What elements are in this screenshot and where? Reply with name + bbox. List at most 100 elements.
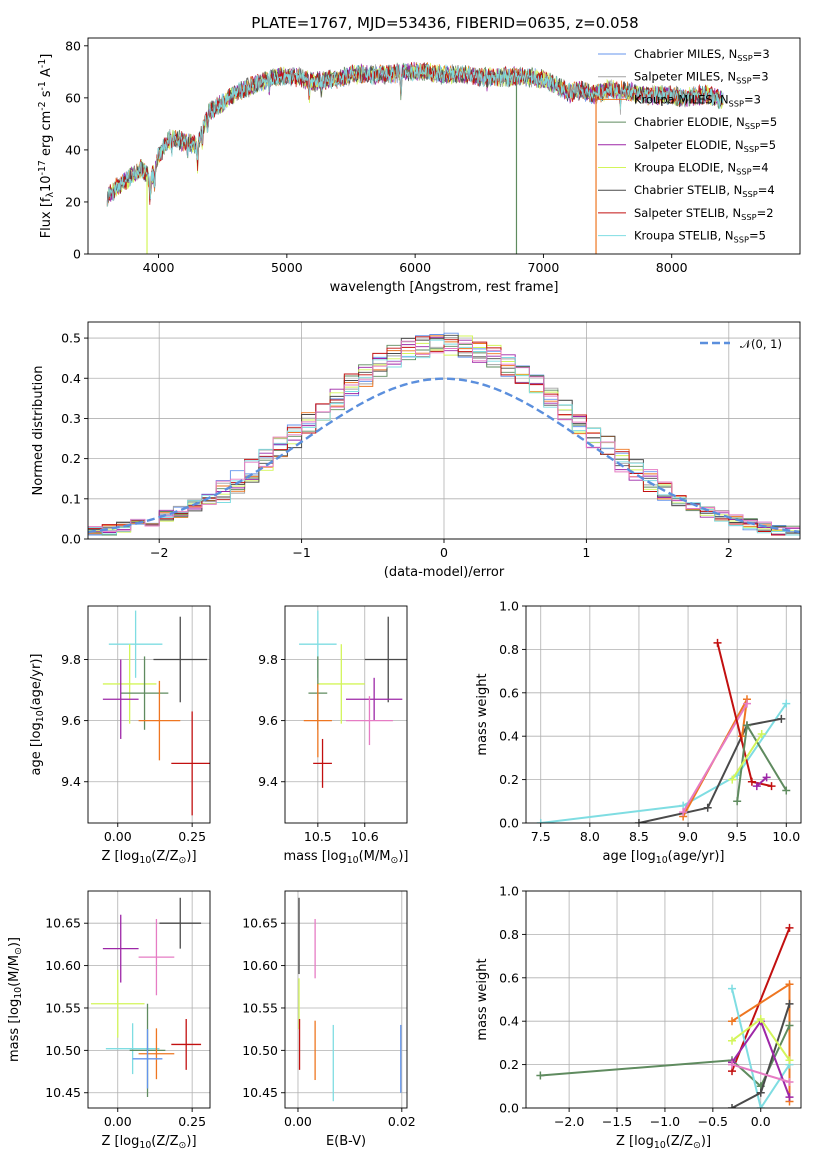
y-tick-label: 80 (65, 38, 81, 53)
weight-marker (747, 777, 756, 786)
y-tick-label: 10.55 (242, 1000, 278, 1015)
histogram-step (88, 332, 800, 536)
weight-marker (728, 984, 737, 993)
x-tick-label: 0.02 (388, 1114, 416, 1129)
label-part: SSP (737, 53, 752, 63)
weight-marker (536, 819, 545, 823)
y-tick-label: 10.50 (45, 1043, 81, 1058)
age-vs-mass-panel: 10.5 10.6 9.4 9.6 9.8 mass [log10(M/M⊙)] (258, 605, 408, 866)
weight-vs-age-panel: 7.5 8.0 8.5 9.0 9.5 10.0 0.0 0.2 0.4 0.6 0.8 1.0 age… (475, 599, 802, 866)
y-tick-label: 0.3 (61, 411, 81, 426)
y-tick-label: 9.8 (258, 652, 278, 667)
label-part: -2 (37, 101, 48, 110)
weight-marker (728, 1104, 737, 1108)
weight-marker (782, 786, 791, 795)
label-part: -1 (37, 59, 48, 68)
age-vs-metallicity-panel: 0.00 0.259.49.69.8Z [log10(Z/Z⊙)]age [log… (29, 605, 211, 866)
weight-marker (785, 1077, 794, 1086)
y-tick-label: 0.0 (499, 816, 519, 831)
spectrum-line (106, 63, 724, 207)
y-tick-label: 0.1 (61, 491, 81, 506)
y-tick-label: 9.4 (61, 774, 81, 789)
label-part: Z [log (616, 1134, 654, 1149)
label-part: 10 (13, 987, 24, 999)
y-tick-label: 10.60 (45, 958, 81, 973)
x-tick-label: 4000 (143, 260, 175, 275)
y-tick-label: 0.6 (499, 970, 519, 985)
weight-marker (756, 1088, 765, 1097)
label-part: (Z/Z (151, 849, 178, 864)
y-tick-label: 0.4 (499, 1014, 519, 1029)
label-part: )] (186, 849, 196, 864)
weight-marker (728, 1036, 737, 1045)
label-part: Chabrier MILES, N (634, 47, 737, 61)
label-part: =3 (744, 92, 761, 106)
y-tick-label: 10.55 (45, 1000, 81, 1015)
x-tick-label: −1 (292, 545, 310, 560)
weight-line (731, 1063, 790, 1083)
weight-marker (728, 775, 737, 784)
label-part: (data-model)/error (384, 565, 505, 580)
axes-frame (284, 605, 408, 824)
spectrum-line (106, 62, 724, 203)
axes-frame (525, 890, 802, 1109)
figure-title: PLATE=1767, MJD=53436, FIBERID=0635, z=0… (251, 14, 638, 32)
y-tick-label: 0 (73, 247, 81, 262)
label-part: erg cm (39, 111, 54, 160)
label-part: Normed distribution (31, 366, 46, 496)
label-part: =5 (759, 138, 776, 152)
histogram-step (88, 340, 800, 532)
label-part: s (39, 90, 54, 101)
y-axis-label: Normed distribution (31, 366, 46, 496)
label-part: ⊙ (13, 947, 24, 955)
x-tick-label: 0.00 (104, 1114, 132, 1129)
histogram-step (88, 343, 800, 536)
weight-marker (762, 773, 771, 782)
axes-frame (87, 37, 801, 255)
y-tick-label: 1.0 (499, 599, 519, 614)
label-part: =3 (752, 70, 769, 84)
label-part: =5 (760, 115, 777, 129)
axes-frame (87, 605, 211, 824)
weight-marker (785, 980, 794, 989)
legend-label: Salpeter ELODIE, NSSP=5 (634, 138, 776, 154)
label-part: ⊙ (179, 1140, 187, 1151)
label-part: A (39, 68, 54, 81)
x-tick-label: −2 (150, 545, 168, 560)
normal-curve (88, 377, 800, 534)
label-part: (age/yr)] (29, 654, 44, 711)
y-tick-label: 10.45 (45, 1085, 81, 1100)
label-part: -1 (37, 81, 48, 90)
y-tick-label: 20 (65, 194, 81, 209)
y-tick-label: 0.0 (499, 1101, 519, 1116)
histogram-step (88, 336, 800, 536)
legend-label: Chabrier STELIB, NSSP=4 (634, 183, 775, 199)
label-part: 10 (347, 855, 359, 866)
legend-label: Salpeter MILES, NSSP=3 (634, 70, 769, 86)
plot-area (298, 897, 402, 1102)
label-part: Kroupa STELIB, N (634, 229, 734, 243)
weight-marker (785, 923, 794, 932)
y-tick-label: 10.50 (242, 1043, 278, 1058)
y-tick-label: 9.6 (258, 713, 278, 728)
label-part: SSP (741, 212, 756, 222)
label-part: 10 (139, 1140, 151, 1151)
plot-area (299, 610, 407, 788)
label-part: =3 (753, 47, 770, 61)
label-part: 10 (654, 1140, 666, 1151)
y-tick-label: 1.0 (499, 884, 519, 899)
weight-marker (733, 797, 742, 806)
label-part: Z [log (101, 849, 139, 864)
weight-marker (785, 999, 794, 1008)
spectrum-line (106, 62, 724, 206)
label-part: Flux [f (39, 197, 54, 238)
legend-label: Kroupa STELIB, NSSP=5 (634, 229, 766, 245)
x-tick-label: 9.5 (727, 829, 747, 844)
label-part: ⊙ (179, 855, 187, 866)
label-part: mass weight (475, 958, 490, 1040)
y-tick-label: 0.4 (499, 729, 519, 744)
label-part: 10 (39, 175, 54, 192)
axes-frame (87, 321, 801, 540)
label-part: SSP (744, 144, 759, 154)
